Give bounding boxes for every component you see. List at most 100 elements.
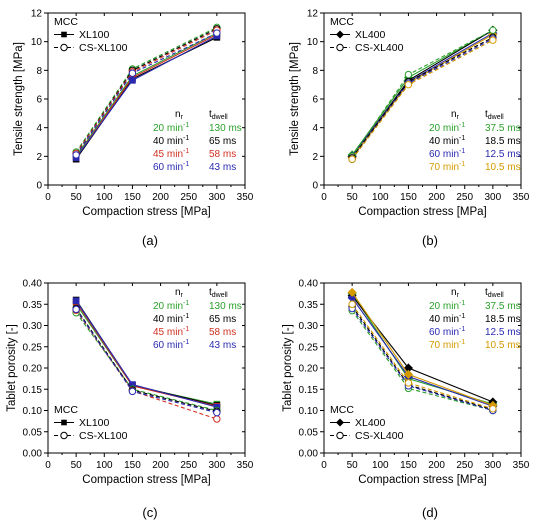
data-point-circle [72, 305, 80, 314]
legend-marker-circle [336, 43, 344, 52]
table-dwell-value: 65 ms [209, 314, 236, 325]
y-tick-label: 0.15 [23, 385, 43, 396]
speed-sup: -1 [459, 148, 465, 155]
legend-label: XL100 [79, 29, 110, 41]
series-group [347, 287, 498, 415]
series-line-cs-xl400-5 [351, 306, 494, 411]
speed-sup: -1 [459, 313, 465, 320]
header-n: n [451, 109, 457, 120]
header-t-sub: dwell [212, 292, 228, 299]
table-speed-value: 45 min-1 [153, 148, 189, 160]
speed-text: 20 min [429, 301, 459, 312]
table-dwell-value: 37.5 ms [485, 301, 521, 312]
table-speed-value: 20 min-1 [429, 122, 465, 134]
x-tick-label: 150 [124, 192, 141, 203]
table-header-speed: nr [451, 109, 460, 121]
series-line-xl400-1 [351, 295, 494, 403]
table-dwell-value: 65 ms [209, 136, 236, 147]
speed-text: 60 min [153, 162, 183, 173]
header-n: n [451, 287, 457, 298]
table-speed-value: 40 min-1 [429, 313, 465, 325]
panel-label: (b) [422, 233, 438, 248]
data-point-circle [489, 36, 497, 44]
table-dwell-value: 58 ms [209, 149, 236, 160]
data-point-circle [404, 70, 413, 79]
speed-sup: -1 [183, 326, 189, 333]
legend-title: MCC [54, 404, 78, 416]
y-tick-label: 0 [312, 181, 318, 192]
x-tick-label: 350 [513, 192, 530, 203]
x-tick-label: 350 [237, 460, 254, 471]
chart-panel-b: 0 50 100 150 200 250 300 350 0 2 4 6 8 10 12 Compaction… [289, 9, 530, 249]
y-tick-label: 0.40 [299, 279, 319, 290]
panel-label: (d) [422, 505, 438, 520]
speed-text: 60 min [429, 149, 459, 160]
header-n-sub: r [457, 292, 460, 299]
y-tick-label: 10 [307, 37, 319, 48]
data-point-circle [348, 155, 356, 163]
x-tick-label: 200 [428, 192, 445, 203]
legend-marker-square [61, 31, 67, 38]
speed-text: 20 min [153, 123, 183, 134]
table-speed-value: 20 min-1 [153, 122, 189, 134]
header-t-sub: dwell [488, 114, 504, 121]
y-tick-label: 0.15 [299, 385, 319, 396]
data-point-circle [404, 379, 413, 387]
y-axis-label: Tensile strength [MPa] [289, 42, 301, 156]
data-point-diamond [347, 287, 357, 297]
x-tick-label: 100 [372, 460, 389, 471]
panel-label: (a) [142, 233, 158, 248]
header-n: n [175, 287, 181, 298]
y-tick-label: 0 [36, 181, 42, 192]
x-tick-label: 150 [124, 460, 141, 471]
table-speed-value: 60 min-1 [153, 161, 189, 173]
data-point-circle [489, 405, 497, 413]
x-axis-label: Compaction stress [MPa] [82, 474, 210, 486]
x-tick-label: 0 [321, 192, 327, 203]
speed-text: 45 min [153, 327, 183, 338]
y-tick-label: 10 [31, 37, 43, 48]
speed-text: 20 min [429, 123, 459, 134]
x-tick-label: 50 [71, 460, 83, 471]
legend-label: CS-XL100 [79, 430, 128, 442]
series-line-xl400-2 [351, 297, 494, 407]
x-tick-label: 200 [152, 192, 169, 203]
table-speed-value: 70 min-1 [429, 339, 465, 351]
x-tick-label: 300 [209, 460, 226, 471]
series-line-xl100-2 [75, 301, 217, 407]
y-tick-label: 4 [312, 123, 318, 134]
series-line-xl100-3 [75, 300, 217, 408]
legend-marker-diamond [336, 30, 344, 39]
y-tick-label: 12 [307, 9, 319, 20]
table-header-speed: nr [451, 287, 460, 299]
data-point-circle [213, 415, 221, 423]
speed-text: 40 min [153, 136, 183, 147]
table-dwell-value: 10.5 ms [485, 162, 521, 173]
table-header-speed: nr [175, 287, 184, 299]
y-tick-label: 8 [36, 66, 42, 77]
x-tick-label: 0 [45, 460, 51, 471]
speed-sup: -1 [183, 313, 189, 320]
x-tick-label: 300 [485, 192, 502, 203]
speed-text: 20 min [153, 301, 183, 312]
header-t-sub: dwell [488, 292, 504, 299]
x-tick-label: 50 [71, 192, 83, 203]
x-tick-label: 0 [321, 460, 327, 471]
header-n-sub: r [181, 114, 184, 121]
series-line-xl100-3 [75, 35, 218, 159]
x-tick-label: 0 [45, 192, 51, 203]
table-speed-value: 40 min-1 [429, 135, 465, 147]
y-tick-label: 0.00 [23, 449, 43, 460]
series-group [347, 25, 498, 163]
speed-sup: -1 [459, 122, 465, 129]
legend-marker-circle [60, 431, 68, 440]
table-speed-value: 45 min-1 [153, 326, 189, 338]
series-line-xl100-1 [75, 36, 218, 160]
x-tick-label: 150 [400, 460, 417, 471]
table-dwell-value: 18.5 ms [485, 314, 521, 325]
table-header-dwell: tdwell [209, 109, 228, 121]
table-speed-value: 60 min-1 [153, 339, 189, 351]
